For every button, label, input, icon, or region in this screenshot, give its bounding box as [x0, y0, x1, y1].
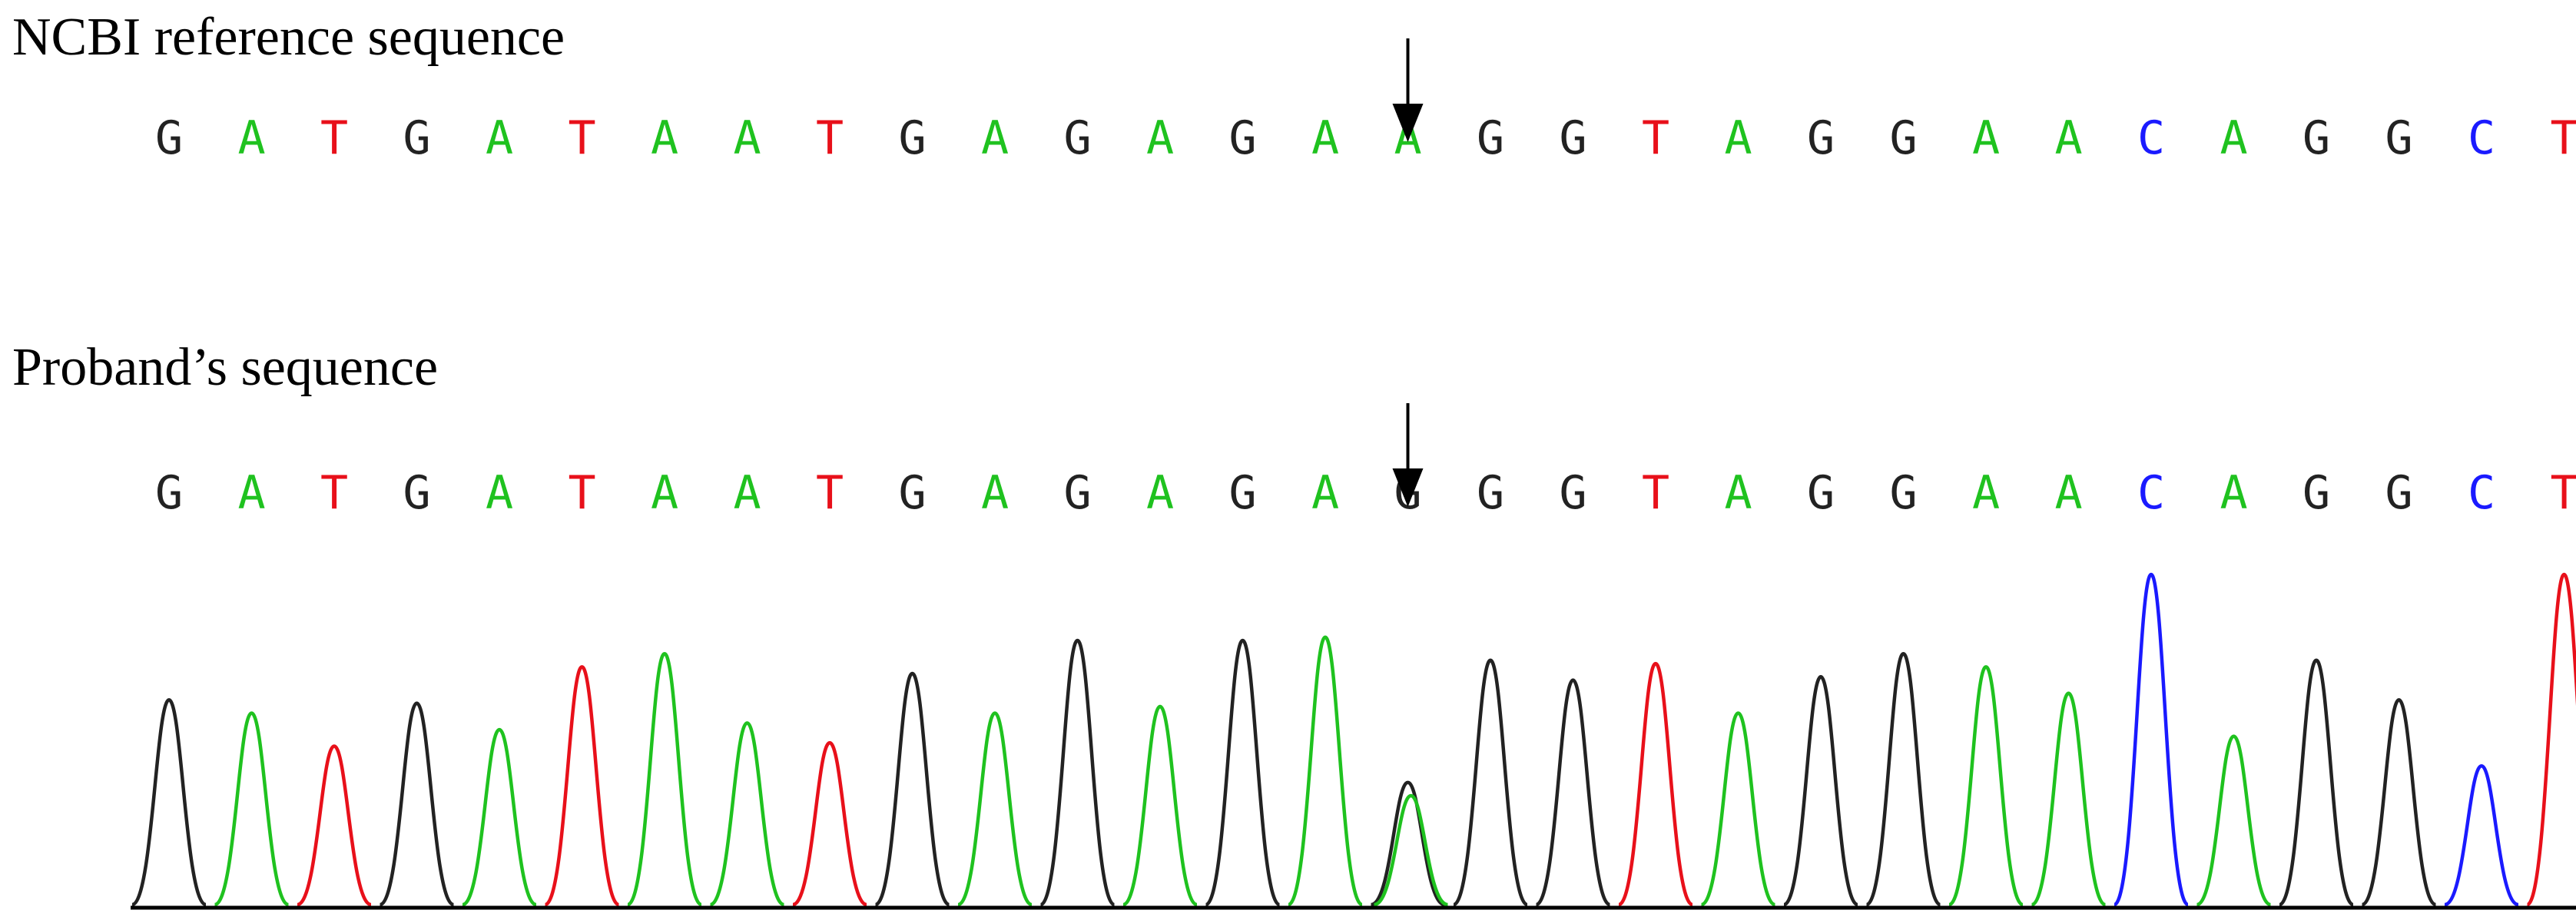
chromatogram-peak — [2526, 572, 2576, 907]
chromatogram-peak — [214, 711, 290, 907]
reference-variant-arrow — [1392, 38, 1424, 142]
chromatogram-peak — [2031, 691, 2107, 907]
chromatogram-peak — [957, 711, 1033, 907]
chromatogram-peak — [874, 671, 950, 907]
chromatogram-peak — [1700, 711, 1776, 907]
proband-variant-arrow — [1392, 403, 1424, 507]
chromatogram-peak — [1122, 704, 1198, 907]
chromatogram-peak — [1948, 665, 2024, 907]
chromatogram-peak — [2113, 572, 2190, 907]
chromatogram-peak — [2361, 698, 2437, 907]
chromatogram-peak — [1617, 661, 1694, 907]
proband-sequence-title: Proband’s sequence — [12, 338, 439, 397]
chromatogram-peak — [544, 665, 620, 907]
chromatogram-peak — [1782, 675, 1859, 907]
chromatogram-peak — [1452, 658, 1529, 907]
chromatogram-peak — [462, 727, 537, 907]
chromatogram-peak — [1535, 678, 1611, 907]
chromatogram-peak — [626, 651, 703, 907]
reference-sequence-title: NCBI reference sequence — [12, 8, 565, 67]
chromatogram-peak — [1370, 780, 1446, 907]
chromatogram-peak — [131, 698, 207, 907]
chromatogram-peak — [2196, 734, 2272, 907]
chromatogram-peak — [2444, 764, 2519, 907]
chromatogram-peak — [1039, 638, 1116, 907]
chromatogram-secondary-peak — [1373, 793, 1449, 907]
chromatogram-peak — [792, 741, 867, 907]
chromatogram-peak — [1205, 638, 1281, 907]
chromatogram-peak — [2278, 658, 2355, 907]
chromatogram-peak — [1287, 635, 1364, 907]
chromatogram-peak — [709, 721, 785, 907]
chromatogram-peak — [1865, 651, 1941, 907]
chromatogram-peak — [379, 701, 455, 907]
chromatogram-peak — [297, 744, 372, 907]
